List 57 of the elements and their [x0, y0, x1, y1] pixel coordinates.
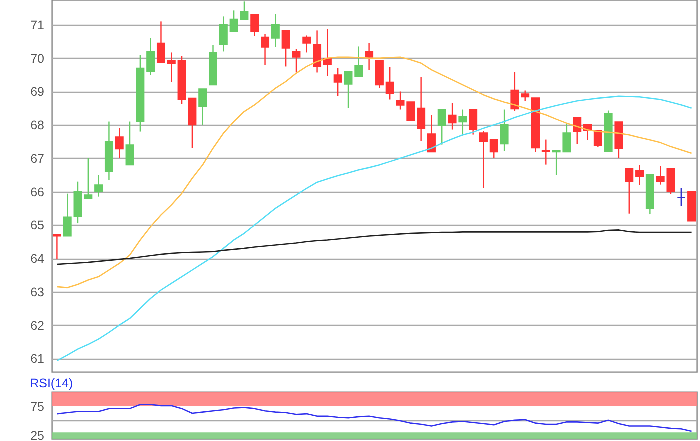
candlestick: [219, 16, 228, 52]
candlestick: [365, 42, 374, 71]
y-tick-label: 25: [30, 429, 45, 441]
candlestick: [458, 109, 468, 136]
candlestick: [636, 164, 644, 186]
candlestick: [198, 88, 208, 126]
candlestick: [282, 30, 290, 68]
y-tick-label: 64: [30, 252, 45, 266]
line-series: [56, 404, 692, 432]
candlestick: [271, 13, 280, 48]
line-series: [56, 96, 692, 362]
candlestick: [323, 28, 332, 77]
candlestick: [250, 14, 260, 37]
candlestick: [313, 30, 322, 74]
candlestick: [500, 109, 509, 152]
candlestick: [344, 71, 353, 110]
y-tick-label: 65: [30, 218, 45, 233]
candlestick: [52, 234, 62, 260]
candlestick: [386, 66, 394, 100]
y-tick-label: 68: [30, 118, 45, 133]
candlestick: [594, 130, 602, 148]
line-series: [56, 230, 692, 266]
y-tick-label: 70: [30, 52, 45, 66]
y-tick-label: 61: [30, 352, 45, 366]
candlestick: [510, 72, 520, 112]
y-tick-label: 63: [30, 285, 45, 300]
candlestick: [292, 48, 301, 74]
y-tick-label: 62: [30, 318, 45, 333]
candlestick: [521, 90, 530, 102]
y-tick-label: 75: [30, 400, 45, 414]
candlestick: [167, 52, 176, 84]
candlestick: [490, 139, 498, 159]
candlestick: [479, 130, 488, 189]
candlestick: [146, 38, 156, 76]
chart-title: RSI(14): [30, 376, 74, 390]
candlestick: [427, 114, 436, 153]
y-tick-label: 67: [30, 152, 45, 166]
candlestick: [115, 128, 124, 160]
candlestick: [354, 46, 364, 78]
candlestick: [677, 188, 686, 207]
y-tick-label: 71: [30, 18, 45, 33]
candlestick: [438, 109, 446, 146]
candlestick: [334, 68, 342, 98]
candlestick: [542, 139, 550, 166]
candlestick: [94, 174, 104, 198]
y-tick-label: 69: [30, 85, 45, 100]
candlestick: [156, 21, 166, 64]
candlestick: [63, 193, 72, 237]
candlestick: [126, 121, 134, 166]
candlestick: [417, 76, 426, 142]
candlestick: [261, 34, 270, 66]
y-tick-label: 66: [30, 185, 45, 200]
candlestick: [448, 102, 457, 130]
candlestick: [625, 168, 634, 214]
candlestick: [469, 109, 478, 136]
candlestick: [573, 116, 582, 145]
candlestick: [302, 35, 312, 54]
